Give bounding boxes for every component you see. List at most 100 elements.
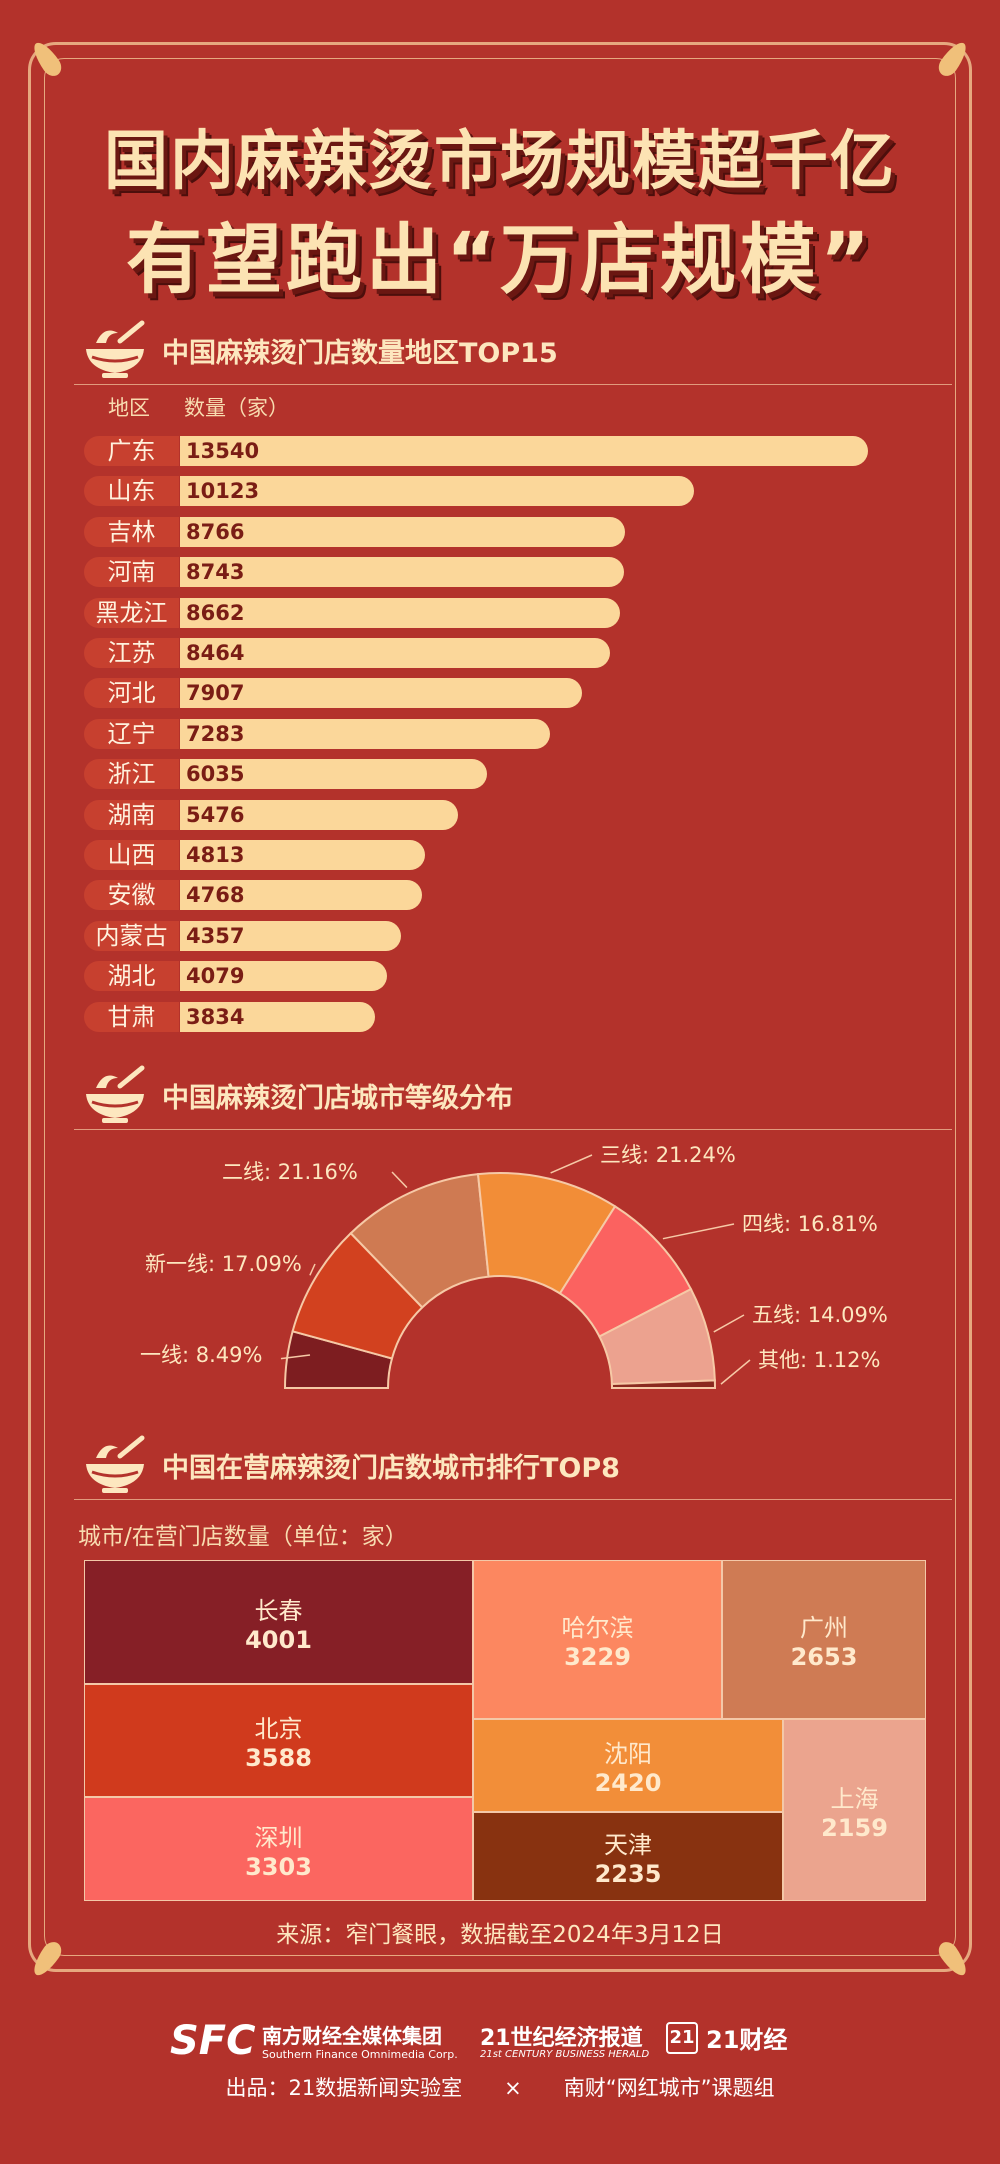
column-header-count: 数量（家）	[184, 396, 289, 420]
bar	[180, 719, 550, 749]
leader-line	[720, 1359, 751, 1385]
treemap-city-label: 上海	[830, 1784, 879, 1813]
treemap-value-label: 2235	[594, 1860, 662, 1888]
herald-name-en: 21st CENTURY BUSINESS HERALD	[480, 2049, 650, 2060]
credit-line: 出品：21数据新闻实验室 × 南财“网红城市”课题组	[225, 2076, 775, 2100]
treemap-value-label: 3303	[245, 1852, 312, 1881]
bar-category-label: 山西	[84, 840, 179, 870]
bar-value-label: 7907	[186, 681, 245, 705]
bowl-icon	[86, 320, 145, 378]
bar	[180, 557, 624, 587]
bar-category-label: 内蒙古	[84, 921, 179, 951]
treemap-city-label: 沈阳	[604, 1740, 652, 1768]
sfc-name-en: Southern Finance Omnimedia Corp.	[262, 2048, 458, 2061]
bar-value-label: 4079	[186, 964, 245, 988]
bar-category-label: 辽宁	[84, 719, 179, 749]
treemap-cell: 北京 3588	[84, 1684, 473, 1797]
treemap-cell: 上海 2159	[783, 1719, 926, 1901]
bar	[180, 517, 625, 547]
bar	[180, 436, 868, 466]
bar-category-label: 山东	[84, 476, 179, 506]
donut-slice	[610, 1379, 717, 1389]
bar	[180, 1002, 375, 1032]
bar-value-label: 7283	[186, 722, 245, 746]
source-note: 来源：窄门餐眼，数据截至2024年3月12日	[276, 1922, 724, 1948]
slice-label: 四线: 16.81%	[742, 1212, 878, 1236]
treemap-city-label: 哈尔滨	[561, 1614, 634, 1642]
slice-label: 二线: 21.16%	[222, 1160, 358, 1184]
leader-line	[391, 1171, 408, 1189]
leader-line	[280, 1354, 311, 1360]
section-header: 中国在营麻辣烫门店数城市排行TOP8	[74, 1430, 952, 1500]
bar	[180, 598, 620, 628]
section-header: 中国麻辣烫门店数量地区TOP15	[74, 315, 952, 385]
treemap-city-label: 天津	[604, 1831, 652, 1859]
section-title: 中国麻辣烫门店城市等级分布	[162, 1083, 513, 1114]
bar-category-label: 湖北	[84, 961, 179, 991]
leader-line	[309, 1263, 316, 1276]
bar-category-label: 黑龙江	[84, 598, 179, 628]
bar	[180, 476, 694, 506]
leader-line	[713, 1314, 745, 1333]
main-title: 国内麻辣烫市场规模超千亿	[104, 125, 896, 199]
treemap-city-label: 广州	[800, 1614, 848, 1642]
bar-category-label: 浙江	[84, 759, 179, 789]
treemap-cell: 广州 2653	[722, 1560, 926, 1719]
bar-category-label: 甘肃	[84, 1002, 179, 1032]
bar	[180, 759, 487, 789]
column-header-region: 地区	[108, 396, 150, 420]
bar	[180, 840, 425, 870]
bar-value-label: 8743	[186, 560, 245, 584]
treemap-cell: 天津 2235	[473, 1812, 783, 1901]
bar	[180, 678, 582, 708]
treemap-value-label: 3229	[564, 1643, 631, 1671]
bar	[180, 961, 387, 991]
section-title: 中国麻辣烫门店数量地区TOP15	[162, 338, 558, 369]
section-title: 中国在营麻辣烫门店数城市排行TOP8	[162, 1453, 620, 1484]
treemap-city-label: 深圳	[254, 1823, 303, 1852]
sfc-name-cn: 南方财经全媒体集团	[262, 2024, 442, 2048]
bar-value-label: 8662	[186, 601, 245, 625]
bowl-icon	[86, 1435, 145, 1493]
treemap-value-label: 4001	[245, 1625, 312, 1654]
treemap-cell: 哈尔滨 3229	[473, 1560, 722, 1719]
bar-value-label: 4813	[186, 843, 245, 867]
leader-line	[550, 1154, 593, 1174]
treemap-cell: 长春 4001	[84, 1560, 473, 1684]
bar-value-label: 5476	[186, 803, 245, 827]
slice-label: 其他: 1.12%	[758, 1348, 880, 1372]
bar-value-label: 6035	[186, 762, 245, 786]
bar	[180, 638, 610, 668]
bar	[180, 921, 401, 951]
bar-value-label: 3834	[186, 1005, 245, 1029]
slice-label: 五线: 14.09%	[752, 1303, 888, 1327]
cj21-logo: 21财经	[706, 2026, 788, 2054]
bar-category-label: 吉林	[84, 517, 179, 547]
bar-value-label: 13540	[186, 439, 260, 463]
treemap-cell: 沈阳 2420	[473, 1719, 783, 1812]
donut-chart: 一线: 8.49% 新一线: 17.09% 二线: 21.16% 三线: 21.24%…	[140, 1143, 888, 1389]
bar	[180, 880, 422, 910]
bar-category-label: 河北	[84, 678, 179, 708]
bar-value-label: 8766	[186, 520, 245, 544]
main-subtitle: 有望跑出“万店规模”	[126, 215, 874, 304]
treemap-city-label: 长春	[254, 1596, 303, 1625]
leader-line	[662, 1223, 735, 1240]
bar-value-label: 8464	[186, 641, 245, 665]
bar-category-label: 河南	[84, 557, 179, 587]
slice-label: 一线: 8.49%	[140, 1343, 262, 1367]
sfc-logo: SFC	[170, 2018, 256, 2064]
bar-category-label: 江苏	[84, 638, 179, 668]
cj21-badge: 21	[666, 2022, 698, 2054]
treemap-value-label: 2653	[790, 1643, 858, 1671]
bar-category-label: 广东	[84, 436, 179, 466]
slice-label: 新一线: 17.09%	[145, 1252, 302, 1276]
bar-value-label: 4357	[186, 924, 245, 948]
inner-frame	[44, 58, 956, 1956]
treemap-value-label: 3588	[245, 1744, 312, 1772]
bar-value-label: 10123	[186, 479, 260, 503]
slice-label: 三线: 21.24%	[600, 1143, 736, 1167]
bar-category-label: 湖南	[84, 800, 179, 830]
treemap-value-label: 2420	[594, 1769, 662, 1797]
treemap-value-label: 2159	[821, 1813, 888, 1842]
